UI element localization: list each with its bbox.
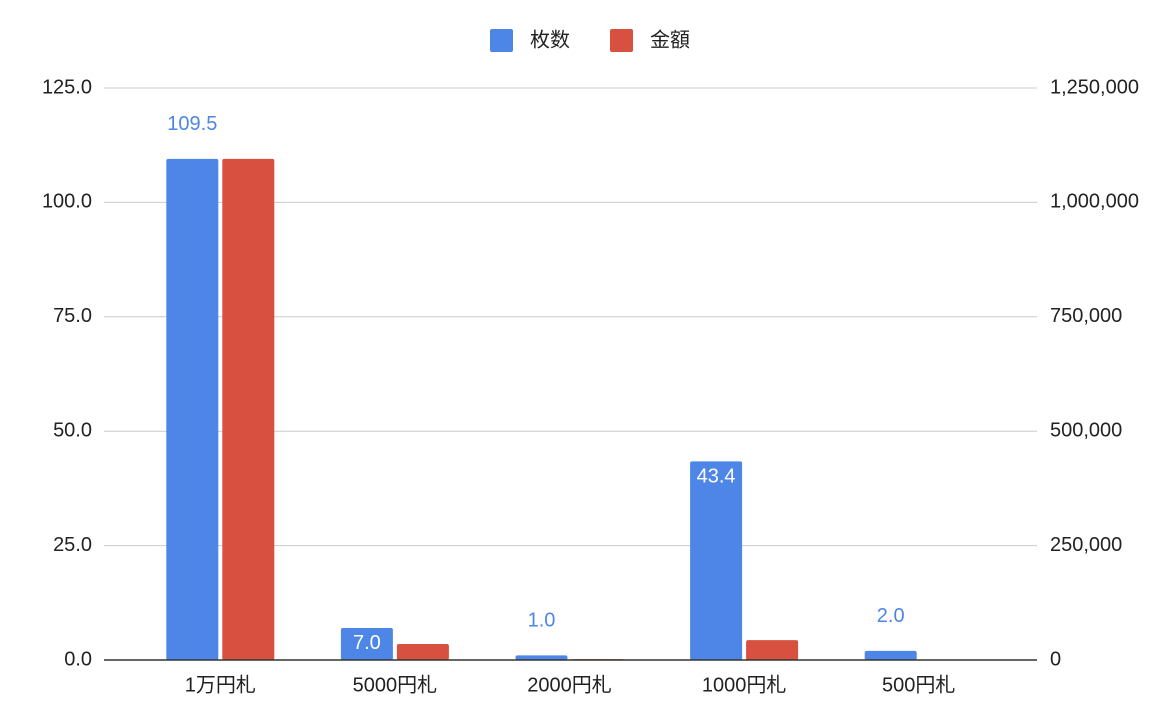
data-label: 43.4 <box>697 466 736 488</box>
y-tick-label: 25.0 <box>53 534 92 556</box>
x-tick-label: 1万円札 <box>185 673 256 696</box>
y-tick-label: 0.0 <box>64 648 92 670</box>
bar <box>690 461 743 660</box>
x-tick-label: 1000円札 <box>702 673 787 696</box>
x-tick-label: 500円札 <box>882 673 955 696</box>
bar <box>396 643 449 660</box>
y2-tick-label: 0 <box>1050 648 1061 670</box>
data-label: 1.0 <box>528 610 556 632</box>
y2-tick-label: 250,000 <box>1050 534 1122 556</box>
x-tick-label: 2000円札 <box>527 673 612 696</box>
legend-label: 金額 <box>650 28 690 51</box>
y-tick-label: 50.0 <box>53 419 92 441</box>
y-tick-label: 125.0 <box>42 76 92 98</box>
y2-tick-label: 750,000 <box>1050 305 1122 327</box>
data-label: 7.0 <box>353 632 381 654</box>
y2-tick-label: 1,000,000 <box>1050 191 1139 213</box>
legend-swatch <box>490 29 513 52</box>
bar <box>166 158 219 661</box>
y2-tick-label: 1,250,000 <box>1050 76 1139 98</box>
bar <box>222 158 275 661</box>
bar <box>864 650 917 660</box>
bar <box>746 640 799 660</box>
x-tick-label: 5000円札 <box>353 673 438 696</box>
legend-label: 枚数 <box>530 28 570 51</box>
legend-swatch <box>610 29 633 52</box>
y-tick-label: 100.0 <box>42 191 92 213</box>
data-label: 109.5 <box>167 113 217 135</box>
y2-tick-label: 500,000 <box>1050 419 1122 441</box>
bar <box>515 655 568 660</box>
data-label: 2.0 <box>877 605 905 627</box>
bar <box>340 627 393 660</box>
y-tick-label: 75.0 <box>53 305 92 327</box>
